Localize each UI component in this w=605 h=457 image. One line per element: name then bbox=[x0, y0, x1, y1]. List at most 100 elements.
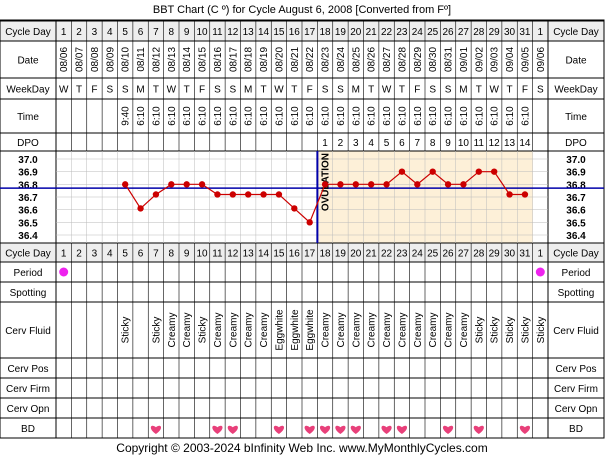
time-cell: 6:10 bbox=[213, 106, 224, 126]
cycle-day-cell: 26 bbox=[443, 249, 455, 260]
bd-heart-icon bbox=[227, 425, 238, 434]
temperature-point bbox=[275, 191, 283, 198]
weekday-cell: T bbox=[399, 85, 405, 96]
dpo-cell: 6 bbox=[399, 138, 405, 149]
cerv-fluid-cell: Creamy bbox=[444, 312, 455, 347]
cycle-day-cell: 15 bbox=[273, 27, 285, 38]
time-cell: 6:10 bbox=[305, 106, 316, 126]
cerv-fluid-cell: Creamy bbox=[382, 312, 393, 347]
date-cell: 08/30 bbox=[428, 47, 439, 72]
date-cell: 08/14 bbox=[182, 47, 193, 72]
row-label-right-time: Time bbox=[565, 112, 587, 123]
cycle-day-cell: 28 bbox=[473, 27, 485, 38]
time-cell: 6:10 bbox=[505, 106, 516, 126]
cycle-day-cell: 29 bbox=[489, 27, 501, 38]
cycle-day-cell: 1 bbox=[538, 249, 544, 260]
temperature-point bbox=[367, 181, 375, 188]
weekday-cell: M bbox=[136, 85, 144, 96]
dpo-cell: 1 bbox=[322, 138, 328, 149]
row-label-right-spotting: Spotting bbox=[558, 288, 595, 299]
bd-heart-icon bbox=[273, 425, 285, 434]
y-tick-right: 36.4 bbox=[566, 231, 586, 242]
date-cell: 08/21 bbox=[290, 47, 301, 72]
temperature-point bbox=[521, 191, 529, 198]
cycle-day-cell: 21 bbox=[366, 249, 378, 260]
weekday-cell: W bbox=[59, 85, 69, 96]
date-cell: 08/24 bbox=[336, 47, 347, 72]
cerv-fluid-cell: Eggwhite bbox=[274, 309, 285, 351]
y-tick-right: 36.5 bbox=[566, 218, 586, 229]
cycle-day-cell: 22 bbox=[381, 249, 393, 260]
temperature-point bbox=[414, 181, 421, 188]
cerv-fluid-cell: Sticky bbox=[121, 317, 132, 344]
time-cell: 6:10 bbox=[167, 106, 178, 126]
cycle-day-cell: 8 bbox=[169, 249, 175, 260]
cycle-day-cell: 25 bbox=[427, 27, 439, 38]
cycle-day-cell: 10 bbox=[197, 249, 209, 260]
temperature-point bbox=[383, 181, 390, 188]
y-tick-right: 36.8 bbox=[566, 180, 586, 191]
row-label-right-cycle-day: Cycle Day bbox=[553, 249, 599, 260]
cycle-day-cell: 31 bbox=[519, 27, 531, 38]
time-cell: 6:10 bbox=[290, 106, 301, 126]
weekday-cell: M bbox=[244, 85, 252, 96]
temperature-point bbox=[460, 181, 467, 188]
date-cell: 08/27 bbox=[382, 47, 393, 72]
cerv-fluid-cell: Creamy bbox=[167, 312, 178, 347]
date-cell: 09/01 bbox=[459, 47, 470, 72]
cycle-day-cell: 8 bbox=[169, 27, 175, 38]
cycle-day-cell: 1 bbox=[61, 27, 67, 38]
weekday-cell: S bbox=[445, 85, 452, 96]
cerv-fluid-cell: Creamy bbox=[413, 312, 424, 347]
period-dot bbox=[59, 267, 69, 277]
row-label-right-cerv-opn: Cerv Opn bbox=[555, 404, 598, 415]
cerv-fluid-cell: Creamy bbox=[397, 312, 408, 347]
date-cell: 09/02 bbox=[474, 47, 485, 72]
temperature-point bbox=[506, 191, 513, 198]
time-cell: 6:10 bbox=[336, 106, 347, 126]
cycle-day-cell: 1 bbox=[538, 27, 544, 38]
cycle-day-cell: 2 bbox=[76, 249, 82, 260]
cycle-day-cell: 30 bbox=[504, 27, 516, 38]
temperature-point bbox=[137, 205, 144, 212]
row-label-left-cerv-firm: Cerv Firm bbox=[6, 384, 50, 395]
cycle-day-cell: 23 bbox=[396, 27, 408, 38]
date-cell: 08/29 bbox=[413, 47, 424, 72]
row-label-left-cerv-fluid: Cerv Fluid bbox=[5, 326, 51, 337]
date-cell: 08/25 bbox=[351, 47, 362, 72]
cycle-day-cell: 18 bbox=[320, 249, 332, 260]
bd-heart-icon bbox=[319, 425, 331, 434]
time-cell: 6:10 bbox=[367, 106, 378, 126]
cycle-day-cell: 30 bbox=[504, 249, 516, 260]
cerv-fluid-cell: Sticky bbox=[151, 317, 162, 344]
cycle-day-cell: 6 bbox=[138, 27, 144, 38]
temperature-point bbox=[121, 181, 129, 188]
temperature-point bbox=[337, 181, 344, 188]
date-cell: 09/04 bbox=[505, 47, 516, 72]
temperature-point bbox=[198, 181, 206, 188]
date-cell: 08/09 bbox=[105, 47, 116, 72]
weekday-cell: T bbox=[291, 85, 297, 96]
cycle-day-cell: 11 bbox=[212, 27, 223, 38]
cycle-day-cell: 13 bbox=[243, 27, 255, 38]
bd-heart-icon bbox=[212, 425, 223, 434]
time-cell: 6:10 bbox=[474, 106, 485, 126]
temperature-point bbox=[444, 181, 452, 188]
cycle-day-cell: 3 bbox=[92, 27, 98, 38]
cerv-fluid-cell: Creamy bbox=[182, 312, 193, 347]
cycle-day-cell: 11 bbox=[212, 249, 223, 260]
time-cell: 6:10 bbox=[520, 106, 531, 126]
cerv-fluid-cell: Creamy bbox=[228, 312, 239, 347]
cycle-day-cell: 12 bbox=[227, 249, 239, 260]
weekday-cell: S bbox=[429, 85, 436, 96]
y-axis-ticks: 37.0 37.036.9 36.936.8 36.836.7 36.736.6 36.6… bbox=[18, 155, 586, 242]
cycle-day-cell: 28 bbox=[473, 249, 485, 260]
temperature-point bbox=[475, 168, 483, 175]
row-label-left-bd: BD bbox=[21, 424, 35, 435]
row-label-left-dpo: DPO bbox=[17, 138, 39, 149]
date-cell: 08/06 bbox=[59, 47, 70, 72]
date-cell: 08/17 bbox=[228, 47, 239, 72]
cycle-day-cell: 17 bbox=[304, 27, 316, 38]
row-label-right-dpo: DPO bbox=[565, 138, 587, 149]
temperature-series bbox=[121, 168, 529, 226]
